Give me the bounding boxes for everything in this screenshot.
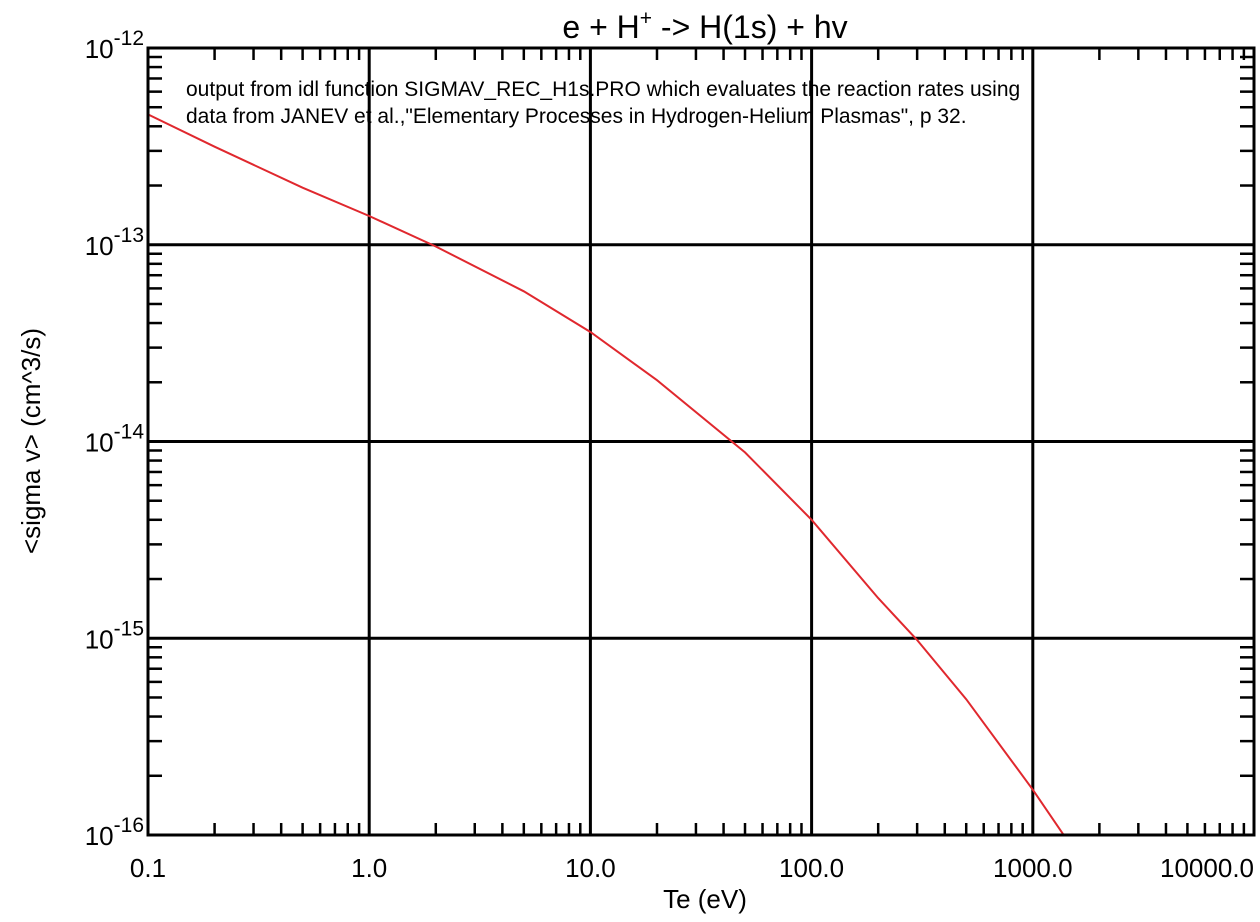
y-tick-label: 10-14 <box>85 421 145 458</box>
x-axis-label: Te (eV) <box>663 884 747 914</box>
x-tick-label: 10.0 <box>565 853 616 883</box>
x-tick-label: 100.0 <box>779 853 844 883</box>
series-line <box>148 113 1065 835</box>
grid <box>146 46 1256 837</box>
y-tick-label: 10-16 <box>85 814 144 851</box>
y-tick-labels: 10-12 10-13 10-14 10-15 10-16 <box>85 27 145 851</box>
annotation: output from idl function SIGMAV_REC_H1s.… <box>186 78 1020 128</box>
minor-ticks <box>148 48 1254 835</box>
x-tick-label: 1000.0 <box>993 853 1073 883</box>
y-tick-label: 10-13 <box>85 224 144 261</box>
annotation-line-2: data from JANEV et al.,"Elementary Proce… <box>186 105 967 128</box>
x-tick-label: 10000.0 <box>1160 853 1254 883</box>
series-layer <box>148 113 1065 835</box>
annotation-line-1: output from idl function SIGMAV_REC_H1s.… <box>186 78 1020 101</box>
chart-title: e + H+ -> H(1s) + hv <box>562 7 847 45</box>
y-tick-label: 10-15 <box>85 617 144 654</box>
y-tick-label: 10-12 <box>85 27 144 64</box>
chart-title-superscript: + <box>640 7 652 30</box>
x-tick-label: 1.0 <box>351 853 387 883</box>
x-tick-labels: 0.1 1.0 10.0 100.0 1000.0 10000.0 <box>130 853 1254 883</box>
y-axis-label: <sigma v> (cm^3/s) <box>16 328 46 554</box>
x-tick-label: 0.1 <box>130 853 166 883</box>
plot-frame <box>146 46 1256 837</box>
